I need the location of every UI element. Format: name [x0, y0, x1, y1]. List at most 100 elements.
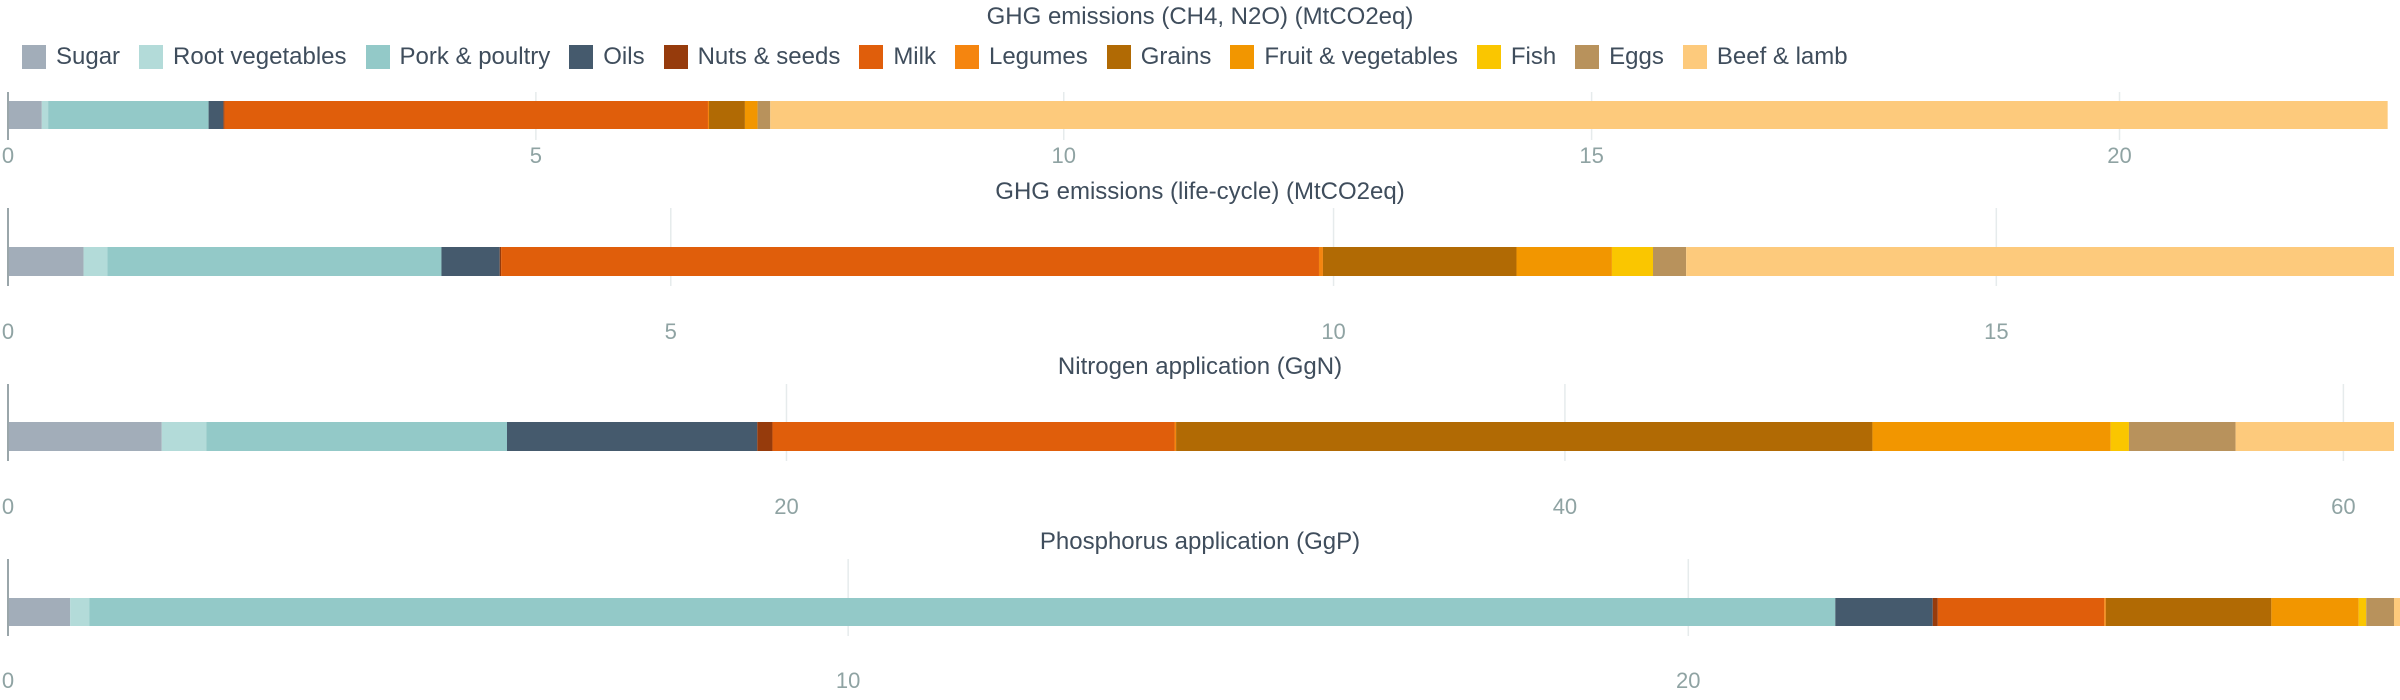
legend-swatch [1575, 45, 1600, 69]
legend-label: Fish [1510, 43, 1557, 70]
legend-label: Fruit & vegetables [1264, 43, 1458, 70]
bar-segment-beef-lamb [770, 101, 2388, 129]
bar-segment-oils [208, 101, 224, 129]
bar-segment-eggs [2128, 422, 2236, 451]
legend-swatch [569, 45, 594, 69]
bar-segment-beef-lamb [2235, 422, 2394, 451]
bar-segment-legumes [2104, 598, 2106, 626]
bar-segment-milk [1937, 598, 2105, 626]
bar-segment-grains [1322, 247, 1517, 276]
legend-item[interactable]: Fruit & vegetables [1230, 43, 1458, 71]
tick-label: 20 [2107, 143, 2131, 168]
legend-label: Root vegetables [173, 43, 347, 70]
tick-label: 20 [774, 494, 798, 519]
bar-segment-sugar [8, 247, 84, 276]
bar-segment-fruit-vegetables [2271, 598, 2359, 626]
bar-segment-legumes [1174, 422, 1177, 451]
legend-swatch [663, 45, 688, 69]
bar-segment-grains [2105, 598, 2272, 626]
legend-item[interactable]: Legumes [954, 43, 1088, 71]
bar-segment-grains [709, 101, 745, 129]
legend-item[interactable]: Eggs [1575, 43, 1664, 71]
bar-segment-pork-poultry [48, 101, 209, 129]
bar-segment-root-vegetables [161, 422, 207, 451]
tick-label: 60 [2331, 494, 2355, 519]
tick-label: 10 [1321, 319, 1345, 344]
tick-label: 5 [530, 143, 542, 168]
tick-label: 0 [2, 143, 14, 168]
legend-item[interactable]: Milk [859, 43, 936, 71]
legend-label: Pork & poultry [399, 43, 551, 70]
bar-segment-oils [506, 422, 758, 451]
bar-segment-milk [772, 422, 1175, 451]
legend-label: Eggs [1609, 43, 1664, 70]
bar-segment-oils [441, 247, 500, 276]
legend-swatch [1230, 45, 1255, 69]
legend-swatch [1476, 45, 1501, 69]
bar-segment-legumes [1318, 247, 1323, 276]
legend-swatch [365, 45, 390, 69]
legend-item[interactable]: Grains [1106, 43, 1212, 71]
legend-label: Oils [603, 43, 645, 70]
chart-title: GHG emissions (life-cycle) (MtCO2eq) [995, 178, 1404, 205]
legend-item[interactable]: Root vegetables [139, 43, 347, 71]
tick-label: 0 [2, 319, 14, 344]
bar-segment-fish [2358, 598, 2367, 626]
bar-segment-legumes [707, 101, 710, 129]
bar-segment-eggs [1653, 247, 1687, 276]
bar-segment-fruit-vegetables [1516, 247, 1612, 276]
tick-label: 20 [1676, 668, 1700, 693]
bar-segment-grains [1176, 422, 1873, 451]
bar-segment-root-vegetables [83, 247, 108, 276]
bar-segment-fruit-vegetables [744, 101, 758, 129]
bar-segment-sugar [8, 422, 162, 451]
bar-segment-eggs [2366, 598, 2394, 626]
bar-segment-pork-poultry [107, 247, 442, 276]
bar-segment-beef-lamb [1686, 247, 2394, 276]
legend-label: Grains [1140, 43, 1212, 70]
bar-segment-eggs [757, 101, 771, 129]
legend-swatch [1682, 45, 1707, 69]
chart-title: GHG emissions (CH4, N2O) (MtCO2eq) [987, 3, 1414, 30]
legend-swatch [954, 45, 979, 69]
tick-label: 5 [665, 319, 677, 344]
legend-swatch [139, 45, 164, 69]
bar-segment-sugar [8, 101, 42, 129]
tick-label: 15 [1984, 319, 2008, 344]
bar-segment-root-vegetables [70, 598, 90, 626]
bar-segment-beef-lamb [2394, 598, 2400, 626]
bar-segment-pork-poultry [206, 422, 507, 451]
bar-segment-nuts-seeds [499, 247, 502, 276]
bar-segment-milk [501, 247, 1319, 276]
bar-segment-fruit-vegetables [1872, 422, 2111, 451]
tick-label: 40 [1553, 494, 1577, 519]
tick-label: 10 [836, 668, 860, 693]
legend-label: Nuts & seeds [697, 43, 841, 70]
legend-item[interactable]: Oils [569, 43, 645, 71]
bar-segment-milk [224, 101, 708, 129]
tick-label: 10 [1052, 143, 1076, 168]
legend-item[interactable]: Sugar [22, 43, 120, 71]
legend-swatch [859, 45, 884, 69]
chart-legend: Sugar Root vegetables Pork & poultry Oils Nu… [22, 40, 1867, 74]
legend-label: Legumes [988, 43, 1088, 70]
legend-item[interactable]: Nuts & seeds [663, 43, 841, 71]
bar-segment-nuts-seeds [757, 422, 773, 451]
tick-label: 0 [2, 668, 14, 693]
legend-label: Milk [893, 43, 936, 70]
legend-label: Sugar [56, 43, 121, 70]
legend-item[interactable]: Pork & poultry [365, 43, 551, 71]
bar-segment-fish [2110, 422, 2129, 451]
bar-segment-oils [1835, 598, 1933, 626]
legend-item[interactable]: Beef & lamb [1682, 43, 1848, 71]
chart-title: Phosphorus application (GgP) [1040, 528, 1360, 555]
bar-segment-root-vegetables [41, 101, 49, 129]
bar-segment-nuts-seeds [1932, 598, 1938, 626]
legend-swatch [1106, 45, 1131, 69]
tick-label: 15 [1579, 143, 1603, 168]
legend-label: Beef & lamb [1716, 43, 1848, 70]
bar-segment-sugar [8, 598, 71, 626]
legend-item[interactable]: Fish [1476, 43, 1557, 71]
bar-segment-nuts-seeds [223, 101, 225, 129]
